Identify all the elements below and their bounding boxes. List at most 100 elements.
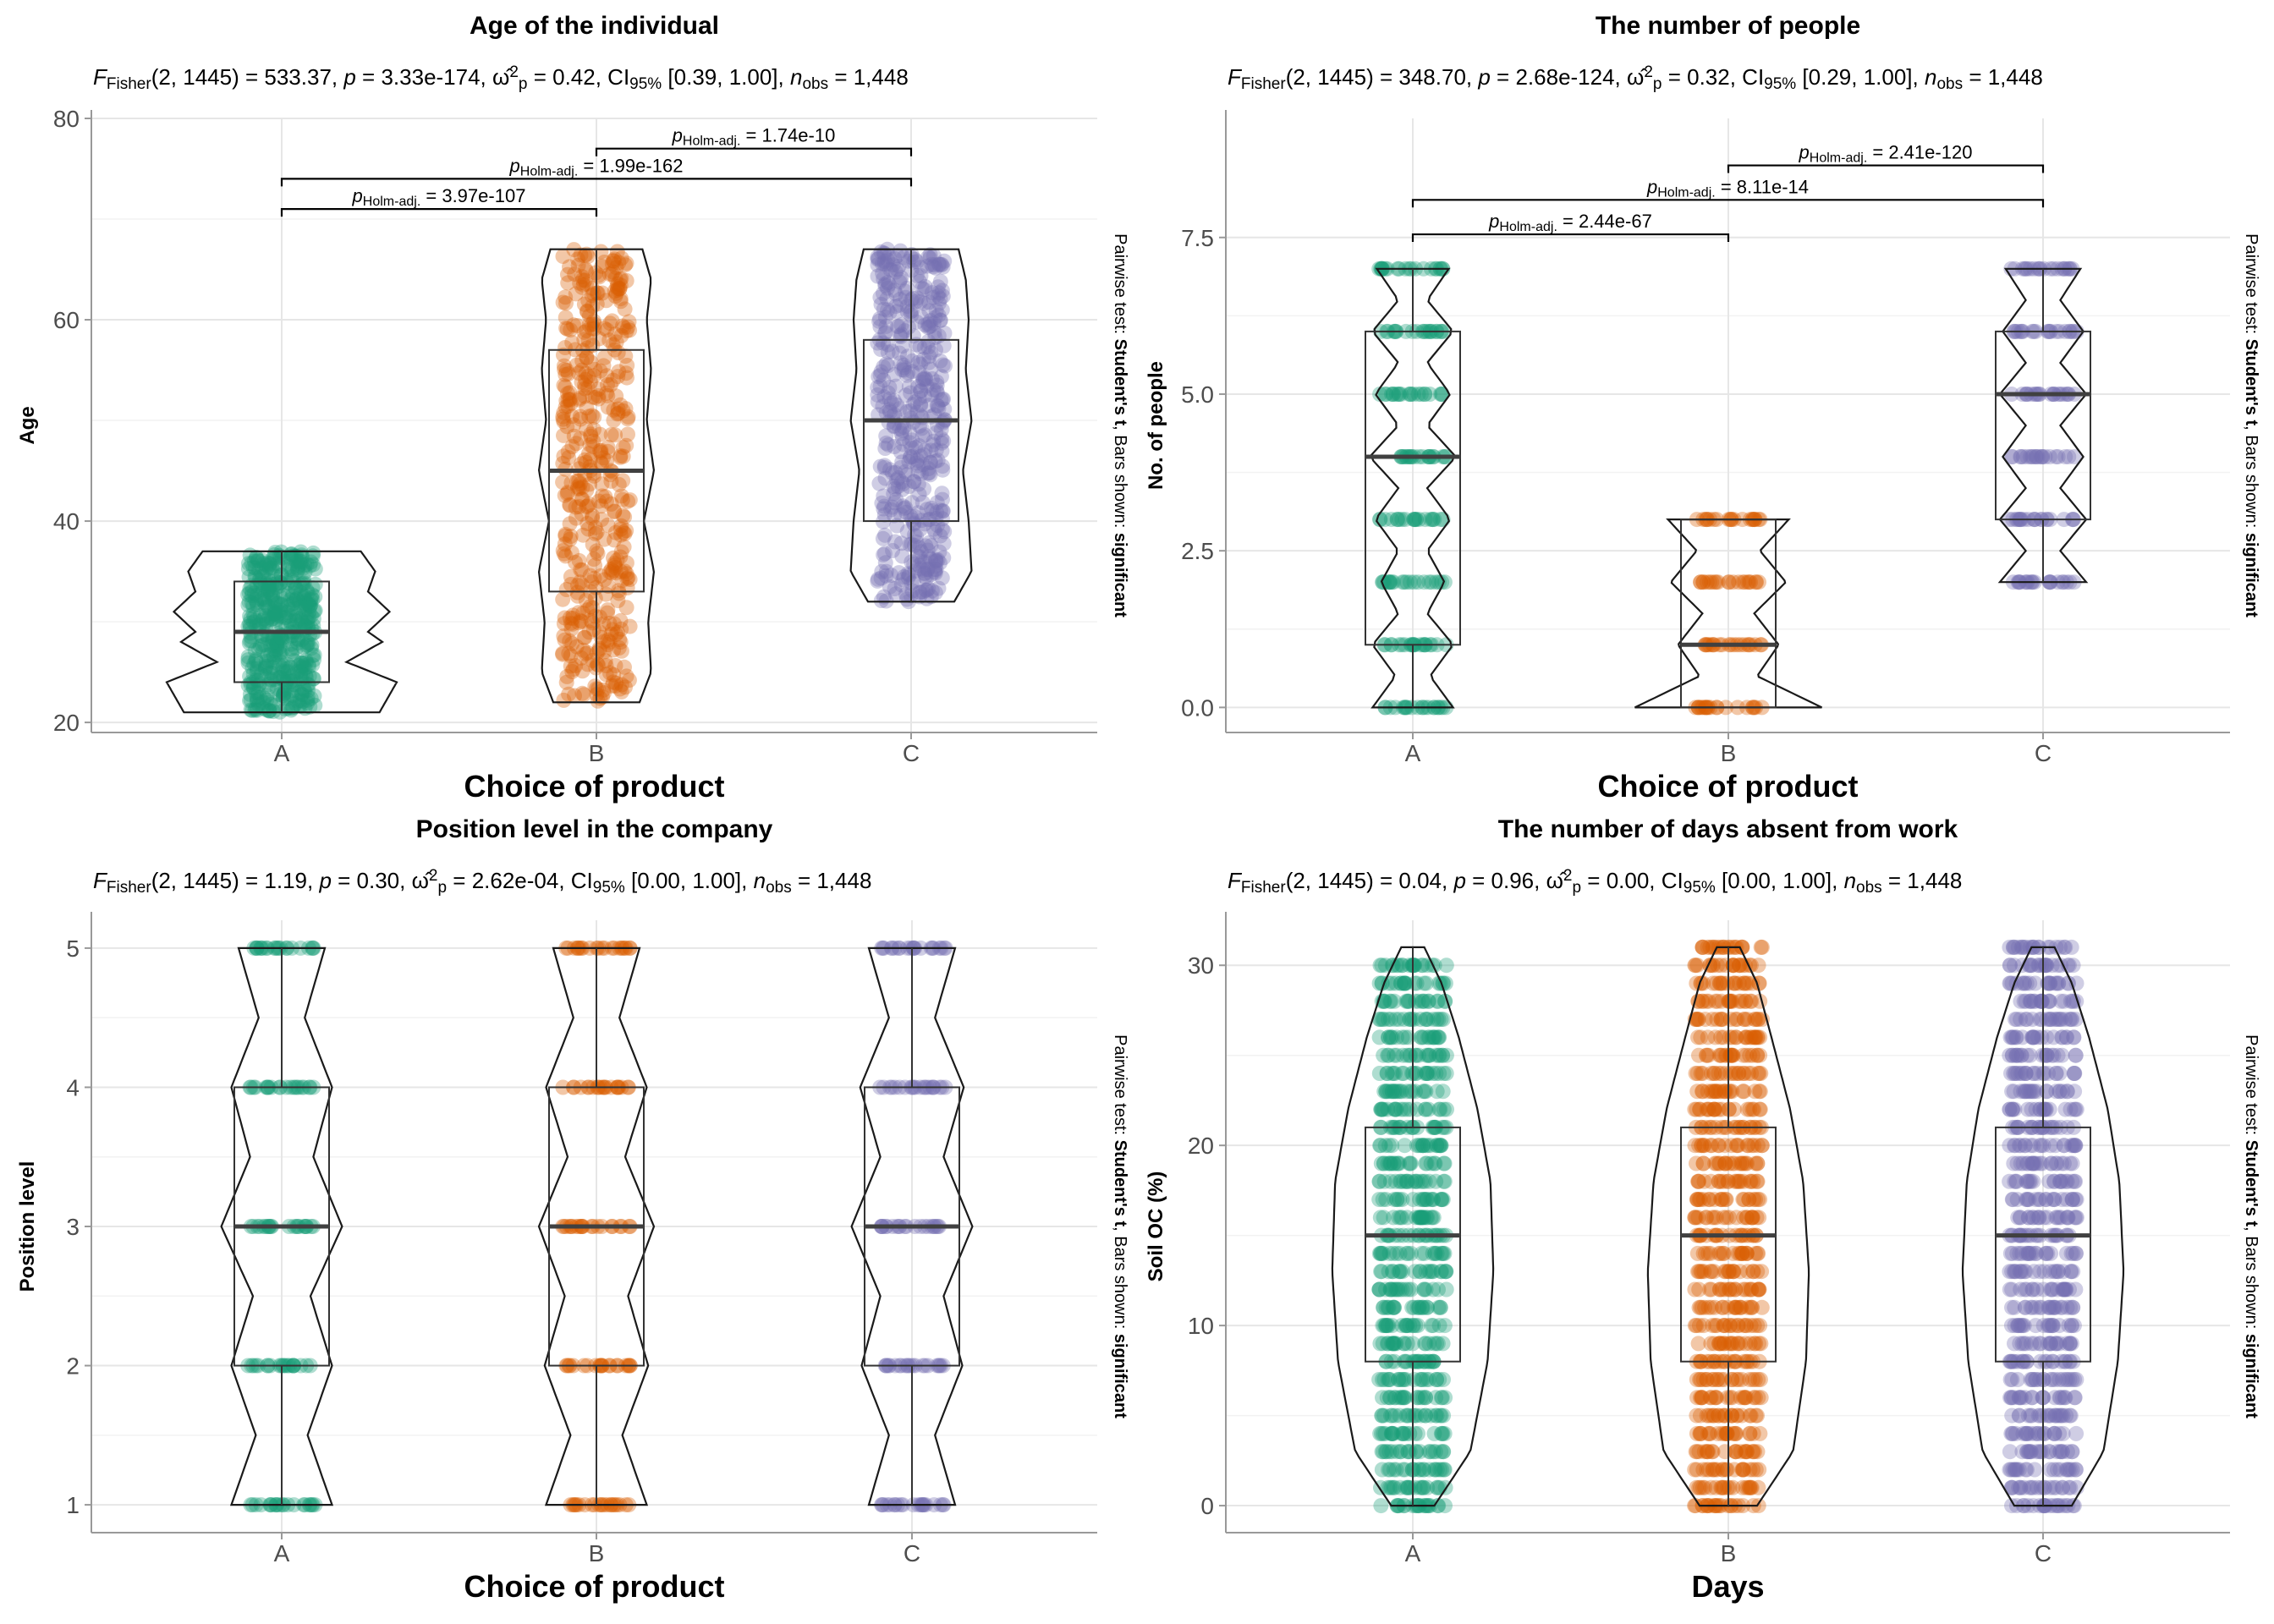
data-point — [1733, 1444, 1749, 1460]
data-point — [1387, 1066, 1403, 1081]
data-point — [307, 589, 323, 605]
data-point — [242, 668, 258, 684]
data-point — [928, 562, 944, 578]
data-point — [927, 565, 943, 581]
data-point — [1425, 1444, 1442, 1460]
data-point — [555, 294, 571, 310]
data-point — [562, 497, 578, 513]
data-point — [593, 498, 609, 514]
data-point — [1727, 1173, 1743, 1189]
data-point — [872, 289, 888, 305]
data-point — [579, 482, 595, 498]
data-point — [585, 536, 601, 552]
data-point — [593, 444, 609, 460]
data-point — [877, 276, 893, 292]
data-point — [269, 639, 285, 655]
data-point — [586, 421, 601, 437]
data-point — [585, 433, 601, 449]
x-tick-label: A — [274, 1540, 290, 1566]
data-point — [1420, 1299, 1435, 1315]
violin-C — [849, 248, 973, 603]
data-point — [880, 280, 896, 296]
data-point — [894, 474, 909, 490]
data-point — [587, 361, 603, 377]
data-point — [291, 595, 307, 611]
data-point — [574, 577, 590, 593]
data-point — [240, 561, 256, 577]
data-point — [294, 655, 310, 671]
data-point — [2016, 1336, 2032, 1352]
data-point — [248, 685, 264, 700]
data-point — [898, 586, 914, 602]
data-point — [261, 653, 277, 669]
data-point — [601, 579, 617, 594]
data-point — [2063, 1479, 2079, 1495]
data-point — [270, 633, 286, 648]
data-point — [895, 498, 911, 514]
data-point — [248, 651, 264, 667]
data-point — [2017, 975, 2032, 991]
data-point — [920, 333, 937, 349]
data-point — [935, 491, 950, 508]
data-point — [293, 664, 309, 680]
data-point — [284, 560, 300, 576]
data-point — [575, 527, 591, 543]
data-point — [300, 656, 316, 672]
data-point — [290, 635, 305, 651]
data-point — [249, 689, 265, 705]
data-point — [911, 486, 927, 502]
data-point — [936, 535, 952, 551]
data-point — [926, 325, 942, 340]
data-point — [882, 404, 898, 420]
data-point — [1389, 512, 1405, 528]
data-point — [268, 608, 284, 624]
data-point — [887, 586, 904, 602]
data-point — [264, 591, 280, 607]
data-point — [305, 580, 321, 595]
data-point — [613, 527, 629, 543]
data-point — [263, 612, 279, 628]
data-point — [1415, 1372, 1431, 1387]
data-point — [887, 581, 903, 596]
data-point — [1420, 1101, 1436, 1117]
data-point — [607, 427, 623, 443]
data-point — [245, 614, 261, 630]
data-point — [297, 593, 313, 609]
data-point — [934, 256, 950, 272]
data-point — [272, 669, 288, 685]
data-point — [615, 440, 631, 456]
data-point — [258, 702, 274, 717]
data-point — [934, 431, 949, 447]
data-point — [1696, 1138, 1712, 1154]
data-point — [568, 499, 584, 515]
data-point — [878, 428, 894, 444]
data-point — [267, 643, 283, 659]
data-point — [1406, 574, 1422, 590]
data-point — [2067, 1173, 2083, 1189]
data-point — [596, 644, 612, 660]
data-point — [2018, 1066, 2034, 1081]
data-point — [251, 562, 267, 578]
data-point — [307, 576, 323, 592]
data-point — [300, 596, 316, 612]
x-tick-label: A — [1405, 1540, 1421, 1566]
data-point — [608, 675, 624, 691]
data-point — [920, 512, 937, 528]
data-point — [293, 584, 309, 601]
data-point — [920, 542, 936, 558]
data-point — [563, 568, 579, 584]
data-point — [600, 602, 616, 618]
data-point — [594, 476, 610, 492]
data-point — [269, 668, 285, 684]
y-tick-label: 0 — [1200, 1493, 1214, 1519]
data-point — [307, 602, 323, 618]
data-point — [915, 562, 931, 578]
data-point — [1412, 1192, 1428, 1208]
data-point — [915, 495, 931, 511]
data-point — [579, 645, 596, 661]
data-point — [913, 260, 929, 276]
data-point — [876, 285, 891, 301]
data-point — [900, 365, 916, 381]
data-point — [893, 507, 909, 523]
